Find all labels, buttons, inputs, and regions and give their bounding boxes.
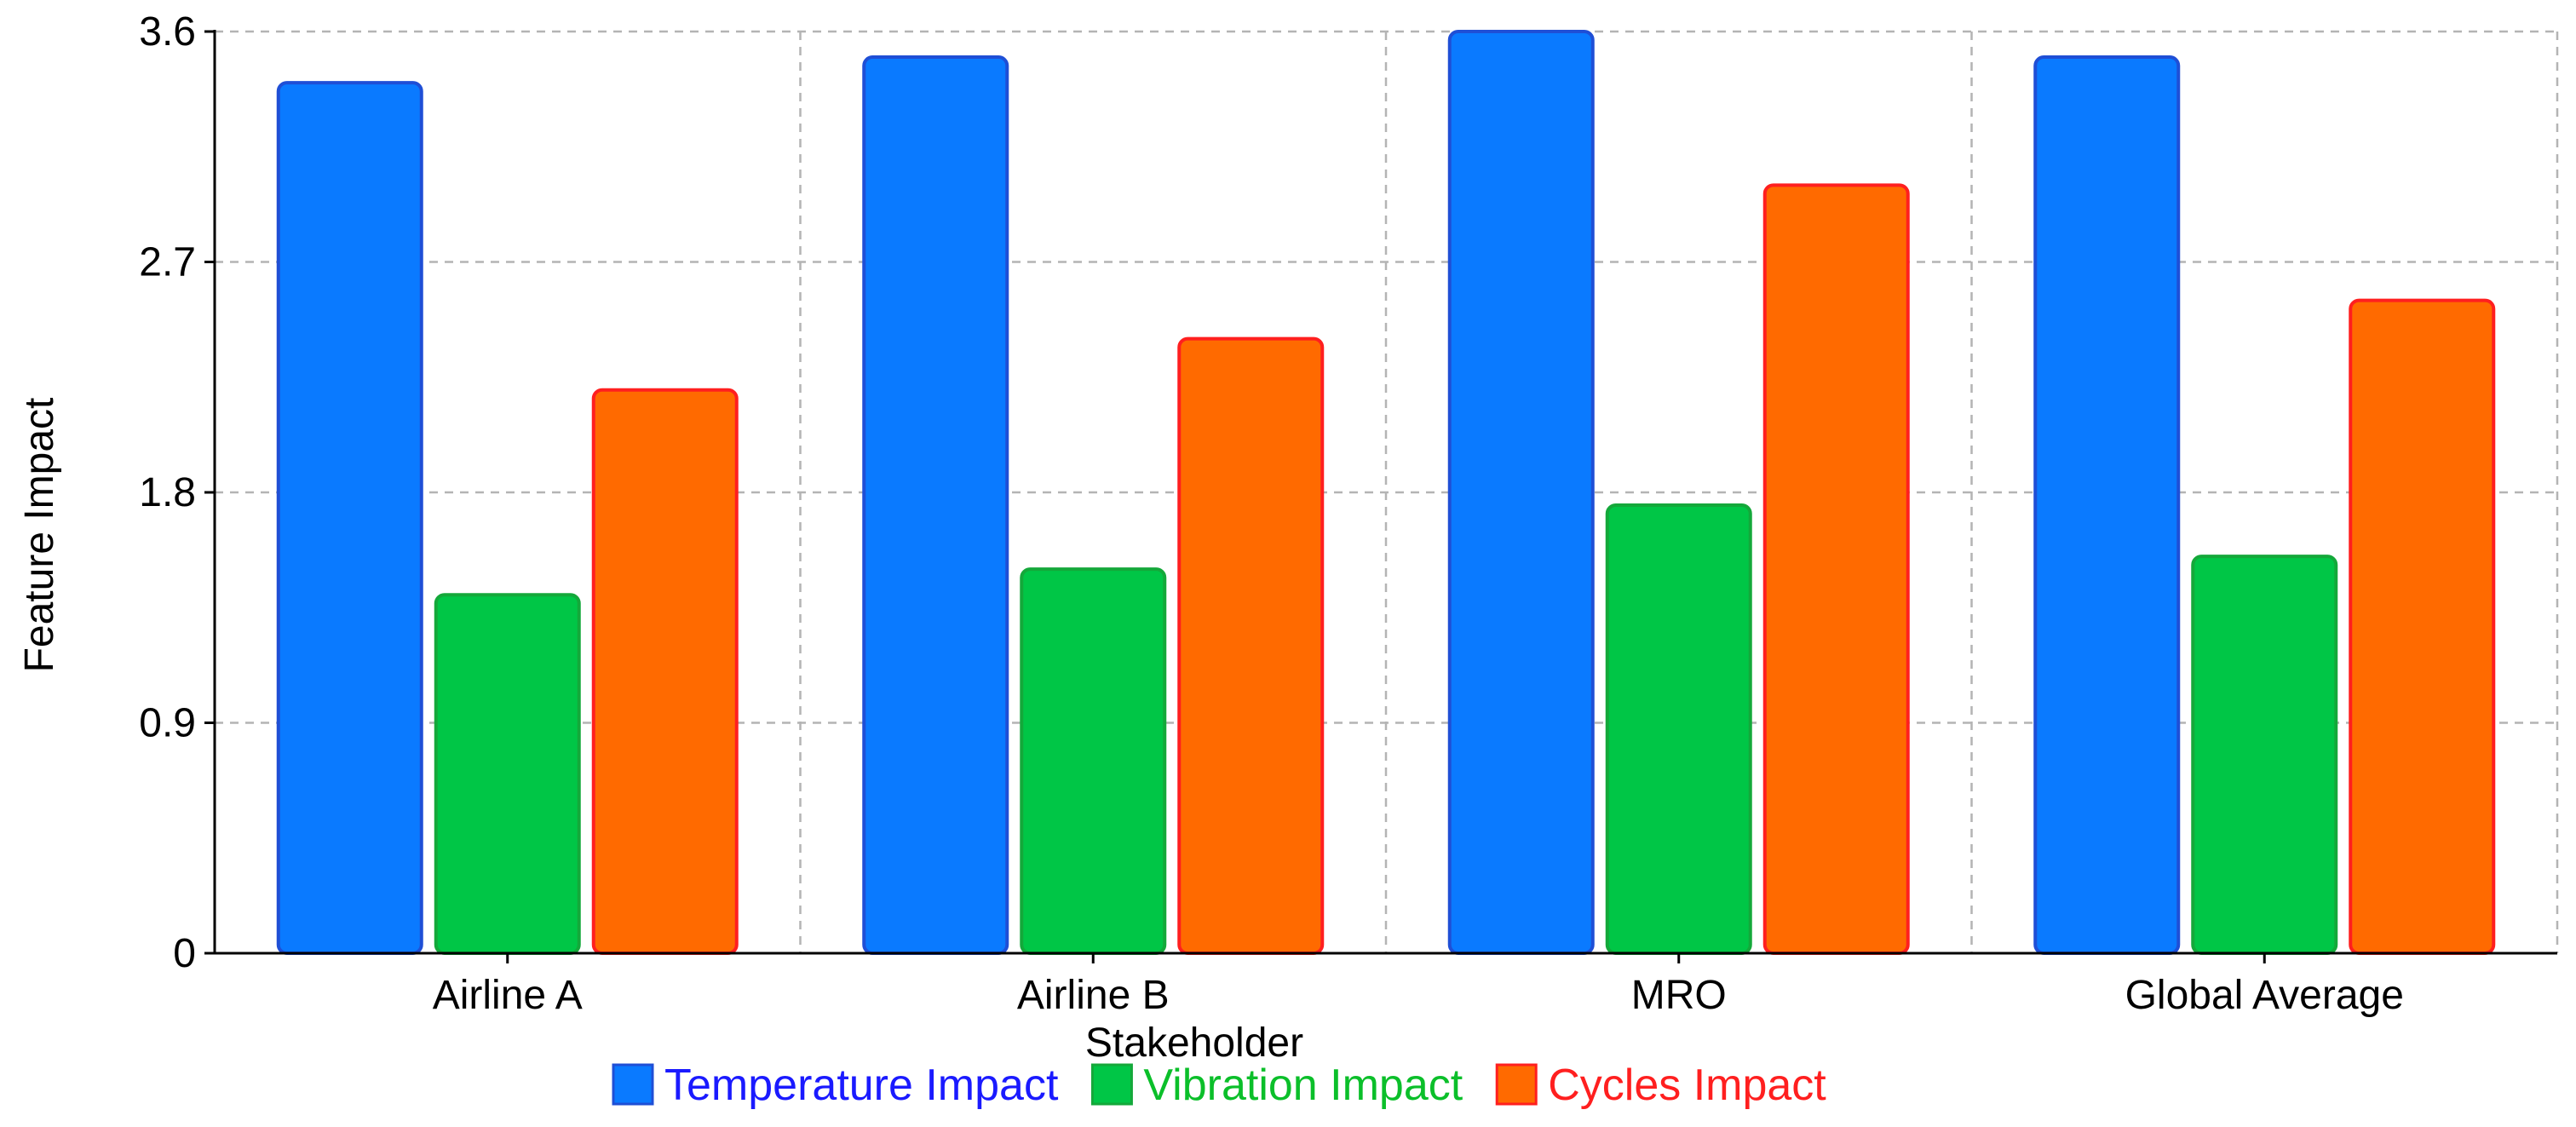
legend-label: Vibration Impact: [1143, 1061, 1463, 1110]
x-tick-label: Global Average: [2125, 973, 2404, 1018]
y-axis-title: Feature Impact: [17, 398, 62, 673]
x-tick-label: Airline B: [1017, 973, 1170, 1018]
bar-vibration-impact: [2191, 555, 2338, 956]
bar-vibration-impact: [1020, 567, 1167, 956]
x-tick-label: MRO: [1631, 973, 1727, 1018]
legend-item-temperature-impact: Temperature Impact: [612, 1061, 1059, 1110]
bar-temperature-impact: [862, 55, 1009, 956]
legend-label: Temperature Impact: [664, 1061, 1059, 1110]
y-tick-label: 0: [173, 931, 196, 976]
legend-item-cycles-impact: Cycles Impact: [1495, 1061, 1826, 1110]
bar-cycles-impact: [1177, 336, 1325, 955]
bar-cycles-impact: [591, 388, 739, 955]
y-tick-label: 0.9: [139, 701, 196, 746]
labels-layer: Stakeholder Feature Impact 0 0.9 1.8 2.7 3.6…: [17, 9, 2404, 1066]
bar-temperature-impact: [2033, 55, 2181, 956]
legend: Temperature Impact Vibration Impact Cycles…: [612, 1061, 1826, 1110]
x-axis-title: Stakeholder: [1085, 1021, 1303, 1066]
bar-cycles-impact: [1762, 183, 1910, 956]
x-tick-label: Airline A: [433, 973, 583, 1018]
axes-layer: [204, 30, 2557, 963]
bar-temperature-impact: [1447, 30, 1595, 955]
bar-vibration-impact: [1605, 503, 1752, 955]
legend-item-vibration-impact: Vibration Impact: [1090, 1061, 1463, 1110]
legend-label: Cycles Impact: [1548, 1061, 1826, 1110]
legend-swatch: [1090, 1063, 1133, 1106]
legend-swatch: [612, 1063, 654, 1106]
bar-cycles-impact: [2349, 298, 2496, 956]
y-tick-label: 3.6: [139, 9, 196, 55]
y-tick-label: 2.7: [139, 240, 196, 285]
y-tick-label: 1.8: [139, 470, 196, 515]
bar-vibration-impact: [434, 593, 581, 955]
bar-temperature-impact: [276, 81, 423, 956]
legend-swatch: [1495, 1063, 1538, 1106]
